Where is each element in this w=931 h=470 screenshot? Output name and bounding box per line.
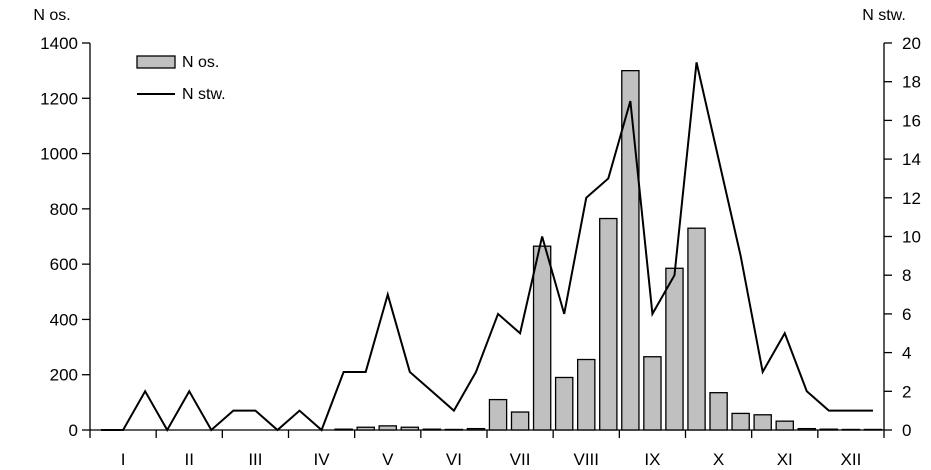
bar — [356, 426, 375, 431]
bars — [334, 69, 883, 431]
y-right-tick-label: 0 — [902, 421, 911, 440]
bar — [731, 412, 750, 431]
axes: 0 200 400 600 800 1000 1200 1400 0 2 4 6 8 10 12 14 16 18… — [33, 7, 921, 469]
bar — [422, 428, 442, 431]
y-left-tick-label: 1400 — [40, 34, 78, 53]
bar — [576, 358, 596, 431]
x-tick-label: I — [121, 450, 126, 469]
y-left-tick-label: 200 — [50, 366, 78, 385]
bar — [466, 427, 486, 431]
y-right-tick-label: 18 — [902, 73, 921, 92]
bar — [334, 428, 353, 431]
bar — [819, 428, 839, 431]
y-right-tick-label: 8 — [902, 266, 911, 285]
bar — [510, 411, 530, 431]
y-right-tick-label: 2 — [902, 382, 911, 401]
x-tick-label: V — [382, 450, 394, 469]
bar — [621, 69, 640, 431]
legend: N os. N stw. — [136, 54, 226, 103]
x-tick-label: VII — [510, 450, 531, 469]
bar — [532, 245, 552, 431]
bar — [841, 428, 861, 431]
bar — [554, 376, 574, 431]
y-left-tick-label: 1200 — [40, 89, 78, 108]
legend-label-bar: N os. — [182, 54, 219, 71]
y-right-title: N stw. — [862, 7, 906, 24]
bar — [687, 227, 706, 431]
x-tick-label: III — [248, 450, 262, 469]
legend-swatch-bar — [136, 55, 176, 69]
bar — [775, 420, 795, 431]
bar — [378, 425, 398, 431]
line-series — [101, 62, 873, 433]
bar — [444, 428, 464, 431]
y-left-tick-label: 0 — [69, 421, 78, 440]
bar — [599, 217, 618, 431]
y-left-tick-label: 400 — [50, 310, 78, 329]
y-right-tick-label: 16 — [902, 111, 921, 130]
bar — [400, 426, 420, 431]
bar — [797, 427, 817, 431]
bar — [643, 356, 662, 431]
bar — [709, 392, 728, 431]
bar — [488, 398, 508, 431]
y-left-tick-label: 800 — [50, 200, 78, 219]
x-tick-label: II — [185, 450, 194, 469]
bar — [665, 267, 684, 431]
bar — [753, 414, 772, 431]
y-left-title: N os. — [33, 7, 70, 24]
x-tick-label: XII — [841, 450, 862, 469]
legend-label-line: N stw. — [182, 86, 226, 103]
line-series-path — [101, 62, 873, 433]
y-left-tick-label: 600 — [50, 255, 78, 274]
y-right-tick-label: 12 — [902, 189, 921, 208]
x-tick-label: X — [713, 450, 724, 469]
y-right-tick-label: 14 — [902, 150, 921, 169]
y-left-tick-label: 1000 — [40, 145, 78, 164]
y-right-tick-label: 20 — [902, 34, 921, 53]
x-tick-label: IV — [314, 450, 331, 469]
y-right-tick-label: 4 — [902, 344, 911, 363]
x-tick-label: XI — [777, 450, 793, 469]
bar — [863, 428, 883, 431]
x-tick-label: VIII — [573, 450, 599, 469]
x-tick-label: VI — [446, 450, 462, 469]
y-right-tick-label: 10 — [902, 228, 921, 247]
x-tick-label: IX — [644, 450, 660, 469]
y-right-tick-label: 6 — [902, 305, 911, 324]
